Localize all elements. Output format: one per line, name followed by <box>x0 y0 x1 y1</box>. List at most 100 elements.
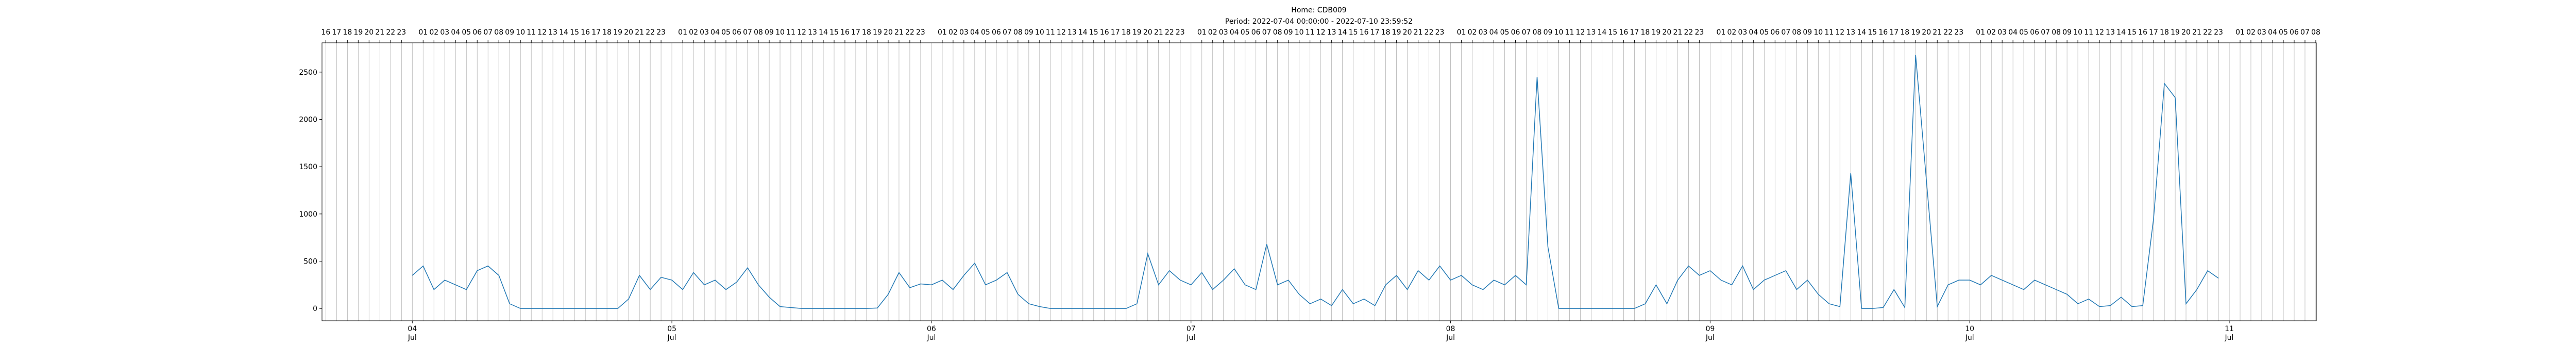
x2-tick-label: 08 <box>1792 28 1801 37</box>
x2-tick-label: 05 <box>721 28 731 37</box>
x2-tick-label: 01 <box>1197 28 1207 37</box>
x2-tick-label: 05 <box>462 28 471 37</box>
x2-tick-label: 16 <box>581 28 590 37</box>
x2-tick-label: 06 <box>1511 28 1520 37</box>
x2-tick-label: 13 <box>1846 28 1855 37</box>
x2-tick-label: 01 <box>418 28 428 37</box>
x2-tick-label: 16 <box>1619 28 1629 37</box>
x2-tick-label: 09 <box>1803 28 1812 37</box>
x2-tick-label: 08 <box>1273 28 1282 37</box>
x2-tick-label: 18 <box>343 28 352 37</box>
x2-tick-label: 19 <box>2171 28 2180 37</box>
x2-tick-label: 17 <box>1111 28 1120 37</box>
x2-tick-label: 22 <box>1943 28 1953 37</box>
x2-tick-label: 13 <box>1587 28 1596 37</box>
x2-tick-label: 20 <box>884 28 893 37</box>
x2-tick-label: 06 <box>472 28 482 37</box>
x2-tick-label: 15 <box>2127 28 2137 37</box>
x2-tick-label: 11 <box>1565 28 1574 37</box>
x2-tick-label: 10 <box>1814 28 1823 37</box>
x-tick-label: 05 Jul <box>667 325 676 342</box>
x2-tick-label: 07 <box>1522 28 1531 37</box>
x2-tick-label: 06 <box>2030 28 2039 37</box>
x2-tick-label: 15 <box>570 28 579 37</box>
x2-tick-label: 03 <box>959 28 969 37</box>
x2-tick-label: 15 <box>1868 28 1877 37</box>
x2-tick-label: 23 <box>1435 28 1445 37</box>
x2-tick-label: 03 <box>440 28 449 37</box>
x2-tick-label: 19 <box>613 28 622 37</box>
x2-tick-label: 02 <box>2246 28 2256 37</box>
x2-tick-label: 04 <box>970 28 979 37</box>
x2-tick-label: 14 <box>1338 28 1347 37</box>
x2-tick-label: 18 <box>1641 28 1650 37</box>
x2-tick-label: 03 <box>1738 28 1747 37</box>
x2-tick-label: 11 <box>786 28 795 37</box>
x2-tick-label: 02 <box>689 28 698 37</box>
x2-tick-label: 20 <box>624 28 633 37</box>
x2-tick-label: 23 <box>1954 28 1963 37</box>
x2-tick-label: 11 <box>527 28 536 37</box>
x2-tick-label: 02 <box>1208 28 1217 37</box>
x2-tick-label: 16 <box>840 28 850 37</box>
x2-tick-label: 02 <box>429 28 438 37</box>
x2-tick-label: 07 <box>743 28 752 37</box>
x2-tick-label: 14 <box>1078 28 1088 37</box>
x2-tick-label: 08 <box>1533 28 1542 37</box>
x2-tick-label: 05 <box>2019 28 2028 37</box>
x2-tick-label: 21 <box>1154 28 1163 37</box>
x2-tick-label: 11 <box>1824 28 1834 37</box>
x2-tick-label: 19 <box>873 28 882 37</box>
x2-tick-label: 14 <box>2116 28 2126 37</box>
x2-tick-label: 19 <box>1911 28 1920 37</box>
x2-tick-label: 17 <box>1630 28 1639 37</box>
x2-tick-label: 21 <box>1933 28 1942 37</box>
x2-tick-label: 22 <box>386 28 395 37</box>
x2-tick-label: 07 <box>2300 28 2310 37</box>
x2-tick-label: 02 <box>1468 28 1477 37</box>
y-tick-label: 0 <box>313 305 317 313</box>
x2-tick-label: 03 <box>2257 28 2266 37</box>
y-tick-label: 2500 <box>299 69 317 77</box>
x2-tick-label: 12 <box>537 28 547 37</box>
x2-tick-label: 17 <box>1889 28 1899 37</box>
x2-tick-label: 20 <box>2181 28 2191 37</box>
x2-tick-label: 01 <box>1457 28 1466 37</box>
x2-tick-label: 23 <box>1176 28 1185 37</box>
x2-tick-label: 12 <box>2095 28 2104 37</box>
x2-tick-label: 06 <box>2290 28 2299 37</box>
x2-tick-label: 06 <box>1770 28 1780 37</box>
x2-tick-label: 02 <box>1727 28 1736 37</box>
x2-tick-label: 21 <box>2192 28 2201 37</box>
x2-tick-label: 09 <box>2062 28 2072 37</box>
x-tick-label: 11 Jul <box>2225 325 2234 342</box>
x2-tick-label: 09 <box>765 28 774 37</box>
x2-tick-label: 12 <box>1316 28 1326 37</box>
x2-tick-label: 20 <box>1143 28 1153 37</box>
x2-tick-label: 03 <box>1219 28 1228 37</box>
x2-tick-label: 10 <box>1035 28 1044 37</box>
x2-tick-label: 17 <box>2149 28 2158 37</box>
x2-tick-label: 02 <box>1987 28 1996 37</box>
x2-tick-label: 20 <box>1403 28 1412 37</box>
x2-tick-label: 10 <box>775 28 785 37</box>
chart-subtitle: Period: 2022-07-04 00:00:00 - 2022-07-10… <box>1225 18 1413 26</box>
x2-tick-label: 18 <box>2160 28 2169 37</box>
x2-tick-label: 12 <box>797 28 806 37</box>
x2-tick-label: 08 <box>2311 28 2320 37</box>
x2-tick-label: 20 <box>364 28 374 37</box>
x2-tick-label: 03 <box>1479 28 1488 37</box>
chart-title: Home: CDB009 <box>1291 6 1346 14</box>
x2-tick-label: 12 <box>1835 28 1844 37</box>
x2-tick-label: 08 <box>494 28 503 37</box>
x2-tick-label: 18 <box>862 28 871 37</box>
x2-tick-label: 06 <box>992 28 1001 37</box>
x2-tick-label: 19 <box>1651 28 1660 37</box>
x2-tick-label: 11 <box>2084 28 2093 37</box>
x2-tick-label: 04 <box>1230 28 1239 37</box>
x2-tick-label: 02 <box>948 28 958 37</box>
x2-tick-label: 01 <box>1976 28 1985 37</box>
x2-tick-label: 18 <box>1122 28 1131 37</box>
x2-tick-label: 13 <box>548 28 557 37</box>
